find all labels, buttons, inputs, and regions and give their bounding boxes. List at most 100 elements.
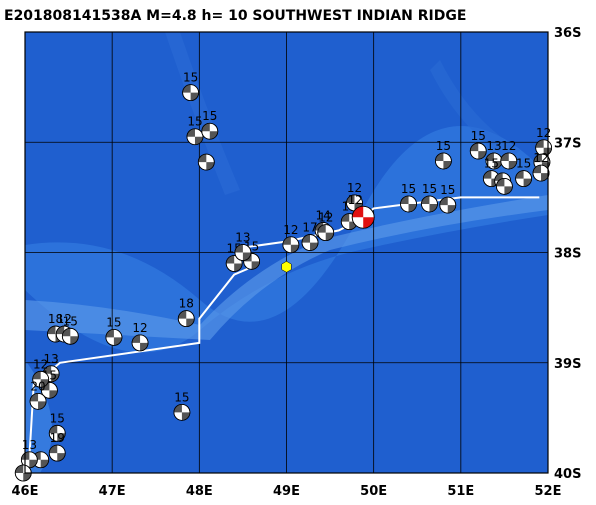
beachball-quadrant	[493, 160, 502, 169]
beachball-rim	[32, 370, 50, 388]
fracture-zone-north	[165, 32, 240, 195]
event-beachball	[182, 84, 200, 102]
beachball-quadrant	[317, 224, 326, 233]
event-depth-label: 13	[44, 352, 59, 366]
ridge-zone	[25, 126, 548, 353]
beachball-quadrant	[485, 152, 494, 161]
lat-tick-label: 39S	[554, 357, 581, 372]
beachball-quadrant	[282, 236, 291, 245]
beachball-quadrant	[429, 203, 438, 212]
beachball-rim	[515, 170, 532, 188]
beachball-quadrant	[40, 379, 49, 388]
lon-tick-label: 47E	[99, 484, 126, 499]
event-beachball	[131, 334, 149, 352]
beachball-rim	[186, 128, 204, 146]
beachball-quadrant	[496, 178, 505, 187]
beachball-quadrant	[508, 160, 517, 169]
event-depth-label: 12	[318, 211, 333, 225]
beachball-rim	[434, 152, 452, 170]
beachball-quadrant	[251, 261, 260, 270]
beachball-rim	[400, 195, 417, 213]
lat-tick-label: 37S	[554, 136, 581, 151]
event-beachball	[532, 164, 550, 182]
beachball-quadrant	[62, 328, 71, 337]
beachball-quadrant	[206, 162, 215, 171]
beachball-quadrant	[47, 326, 56, 335]
event-beachball	[485, 152, 503, 170]
event-depth-label: 18	[179, 297, 194, 311]
fracture-zone-south	[25, 360, 52, 473]
event-depth-label: 12	[33, 357, 48, 371]
event-depth-label: 15	[422, 182, 437, 196]
event-beachball	[400, 195, 417, 213]
lon-tick-label: 50E	[360, 484, 387, 499]
lon-tick-label: 51E	[447, 484, 474, 499]
beachball-quadrant	[504, 186, 513, 195]
beachball-quadrant	[173, 404, 182, 413]
beachball-quadrant	[15, 465, 24, 473]
beachball-quadrant	[483, 170, 492, 179]
event-beachball	[282, 236, 300, 254]
beachball-quadrant	[325, 232, 334, 241]
event-beachball	[496, 177, 513, 195]
beachball-rim	[469, 142, 487, 160]
event-depth-label: 13	[22, 438, 37, 452]
beachball-rim	[197, 153, 215, 171]
beachball-rim	[173, 403, 191, 421]
beachball-quadrant	[198, 154, 207, 163]
latitude-tick-labels: 36S 37S 38S 39S 40S	[554, 26, 581, 482]
beachball-quadrant	[201, 123, 210, 132]
beachball-quadrant	[310, 242, 319, 251]
beachball-quadrant	[363, 217, 375, 229]
beachball-rim	[41, 381, 58, 399]
beachball-quadrant	[234, 263, 243, 272]
beachball-quadrant	[400, 195, 409, 204]
event-depth-label: 13	[486, 139, 501, 153]
beachball-quadrant	[30, 393, 39, 402]
lon-tick-label: 46E	[12, 484, 39, 499]
event-depth-label: 12	[533, 151, 548, 165]
beachball-quadrant	[226, 255, 235, 264]
longitude-tick-labels: 46E 47E 48E 49E 50E 51E 52E	[12, 484, 562, 499]
event-beachball	[301, 234, 319, 251]
event-beachball	[14, 464, 32, 482]
beachball-quadrant	[346, 194, 355, 203]
beachball-quadrant	[49, 445, 58, 454]
event-depth-label: 15	[471, 129, 486, 143]
event-depth-label: 13	[235, 231, 250, 245]
lon-tick-label: 49E	[273, 484, 300, 499]
event-depth-label: 14	[315, 208, 330, 222]
beachball-rim	[351, 205, 375, 229]
beachball-quadrant	[421, 195, 430, 204]
beachball-quadrant	[32, 371, 41, 380]
beachball-quadrant	[500, 152, 509, 161]
beachball-rim	[177, 310, 195, 328]
beachball-rim	[496, 177, 513, 195]
event-beachball	[201, 122, 219, 140]
beachball-quadrant	[57, 453, 66, 462]
event-depth-label: 15	[174, 390, 189, 404]
beachball-rim	[317, 224, 335, 242]
beachball-quadrant	[56, 326, 65, 335]
main-event: 12	[348, 193, 375, 229]
beachball-rim	[225, 255, 243, 272]
event-depth-label: 18	[48, 312, 63, 326]
beachball-quadrant	[182, 84, 191, 93]
beachball-quadrant	[470, 143, 479, 152]
beachball-rim	[421, 195, 438, 213]
beachball-quadrant	[341, 213, 350, 222]
beachball-quadrant	[533, 165, 542, 174]
beachball-quadrant	[439, 197, 448, 206]
beachball-quadrant	[57, 433, 66, 442]
fracture-zone-east	[430, 60, 520, 160]
beachball-quadrant	[443, 160, 452, 169]
beachball-quadrant	[186, 318, 195, 327]
beachball-rim	[301, 234, 319, 251]
event-beachball	[197, 153, 215, 171]
beachball-quadrant	[478, 151, 487, 160]
event-depth-label: 15	[63, 314, 78, 328]
beachball-quadrant	[105, 329, 114, 338]
event-depth-label: 12	[536, 126, 551, 140]
beachball-quadrant	[113, 337, 122, 346]
beachball-quadrant	[408, 203, 417, 212]
